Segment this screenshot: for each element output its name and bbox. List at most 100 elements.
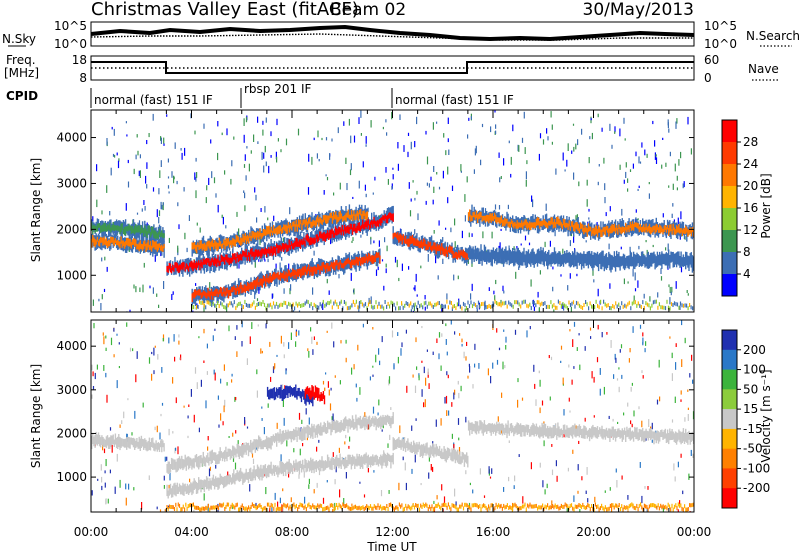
power-band-6 xyxy=(661,227,663,233)
power-ground-scatter xyxy=(547,304,549,309)
power-speck xyxy=(531,195,533,202)
power-band-4 xyxy=(348,260,351,265)
power-band-2 xyxy=(253,251,255,260)
power-speck xyxy=(507,204,509,210)
velocity-band-4 xyxy=(487,424,489,432)
velocity-ground-scatter xyxy=(353,505,355,510)
power-speck xyxy=(221,214,223,219)
velocity-band-1 xyxy=(390,417,392,429)
power-band-4 xyxy=(304,265,306,273)
power-halo-band-5 xyxy=(447,246,450,260)
velocity-speck xyxy=(465,356,467,361)
velocity-speck xyxy=(188,404,190,407)
power-speck xyxy=(217,121,219,127)
power-ground-scatter xyxy=(346,306,348,311)
velocity-band-1 xyxy=(334,421,337,434)
power-ground-scatter xyxy=(265,306,267,311)
power-band-3 xyxy=(350,209,353,219)
velocity-band-3 xyxy=(414,442,416,455)
velocity-speck xyxy=(544,489,546,495)
power-speck xyxy=(265,161,267,167)
power-band-5 xyxy=(454,251,457,258)
power-band-7 xyxy=(490,250,492,258)
velocity-ground-scatter xyxy=(196,505,198,510)
power-speck xyxy=(401,263,403,271)
power-speck xyxy=(352,196,354,199)
power-band-1 xyxy=(153,230,155,238)
velocity-speck xyxy=(492,362,494,369)
power-band-7 xyxy=(487,252,489,259)
power-halo-band-4 xyxy=(375,251,378,267)
velocity-ground-scatter xyxy=(357,506,359,511)
velocity-speck xyxy=(508,440,510,443)
power-speck xyxy=(676,118,678,124)
power-halo-band-0 xyxy=(131,239,134,253)
power-band-4 xyxy=(268,276,270,284)
velocity-band-1 xyxy=(322,425,324,433)
power-speck xyxy=(158,217,160,224)
power-band-6 xyxy=(545,222,548,228)
velocity-band-2 xyxy=(194,480,196,489)
velocity-band-0 xyxy=(129,437,131,449)
velocity-band-2 xyxy=(367,454,369,468)
power-band-7 xyxy=(583,254,585,262)
velocity-band-1 xyxy=(243,442,245,455)
power-halo-band-2 xyxy=(205,258,208,273)
power-speck xyxy=(575,215,577,221)
power-ground-scatter xyxy=(360,300,362,304)
power-band-7 xyxy=(527,256,530,264)
velocity-band-4 xyxy=(691,431,694,441)
velocity-data-layer xyxy=(91,320,694,512)
velocity-band-2 xyxy=(363,454,365,464)
power-speck xyxy=(510,156,512,165)
power-band-5 xyxy=(466,253,468,259)
velocity-band-6 xyxy=(317,387,319,401)
velocity-speck xyxy=(577,464,579,471)
power-speck xyxy=(325,174,327,177)
power-band-4 xyxy=(257,276,259,286)
velocity-band-2 xyxy=(242,472,244,485)
velocity-band-3 xyxy=(399,439,401,448)
power-speck xyxy=(195,176,197,182)
velocity-speck xyxy=(397,332,399,336)
power-band-3 xyxy=(245,236,248,244)
power-speck xyxy=(627,178,629,183)
velocity-band-4 xyxy=(541,422,543,437)
power-halo-band-2 xyxy=(339,228,341,239)
power-ground-scatter xyxy=(364,302,367,307)
power-band-4 xyxy=(301,268,303,277)
power-speck xyxy=(550,111,552,118)
velocity-band-0 xyxy=(120,438,122,448)
power-speck xyxy=(532,299,535,307)
power-ground-scatter xyxy=(523,299,525,304)
power-band-0 xyxy=(106,241,109,248)
power-band-6 xyxy=(515,223,517,229)
power-band-3 xyxy=(218,237,220,247)
power-speck xyxy=(481,123,484,128)
velocity-speck xyxy=(345,434,347,439)
power-band-2 xyxy=(215,258,217,265)
velocity-ground-scatter xyxy=(281,504,284,509)
velocity-speck xyxy=(206,343,208,349)
velocity-band-2 xyxy=(174,482,176,496)
power-speck xyxy=(316,153,318,159)
power-band-7 xyxy=(517,251,519,258)
power-ground-scatter xyxy=(565,304,567,309)
power-band-2 xyxy=(339,227,341,233)
power-band-6 xyxy=(614,227,617,234)
power-band-5 xyxy=(403,238,406,244)
velocity-band-4 xyxy=(645,428,647,439)
velocity-speck xyxy=(246,426,249,429)
velocity-speck xyxy=(331,416,333,424)
velocity-band-3 xyxy=(443,446,445,459)
power-ground-scatter xyxy=(541,301,543,306)
velocity-speck xyxy=(489,476,492,479)
power-ground-scatter xyxy=(336,302,338,307)
power-speck xyxy=(586,199,588,207)
velocity-band-4 xyxy=(547,425,549,439)
power-speck xyxy=(318,159,320,162)
power-band-7 xyxy=(545,255,548,262)
power-speck xyxy=(208,177,210,185)
power-ground-scatter xyxy=(408,303,410,308)
velocity-ground-scatter xyxy=(333,507,335,512)
